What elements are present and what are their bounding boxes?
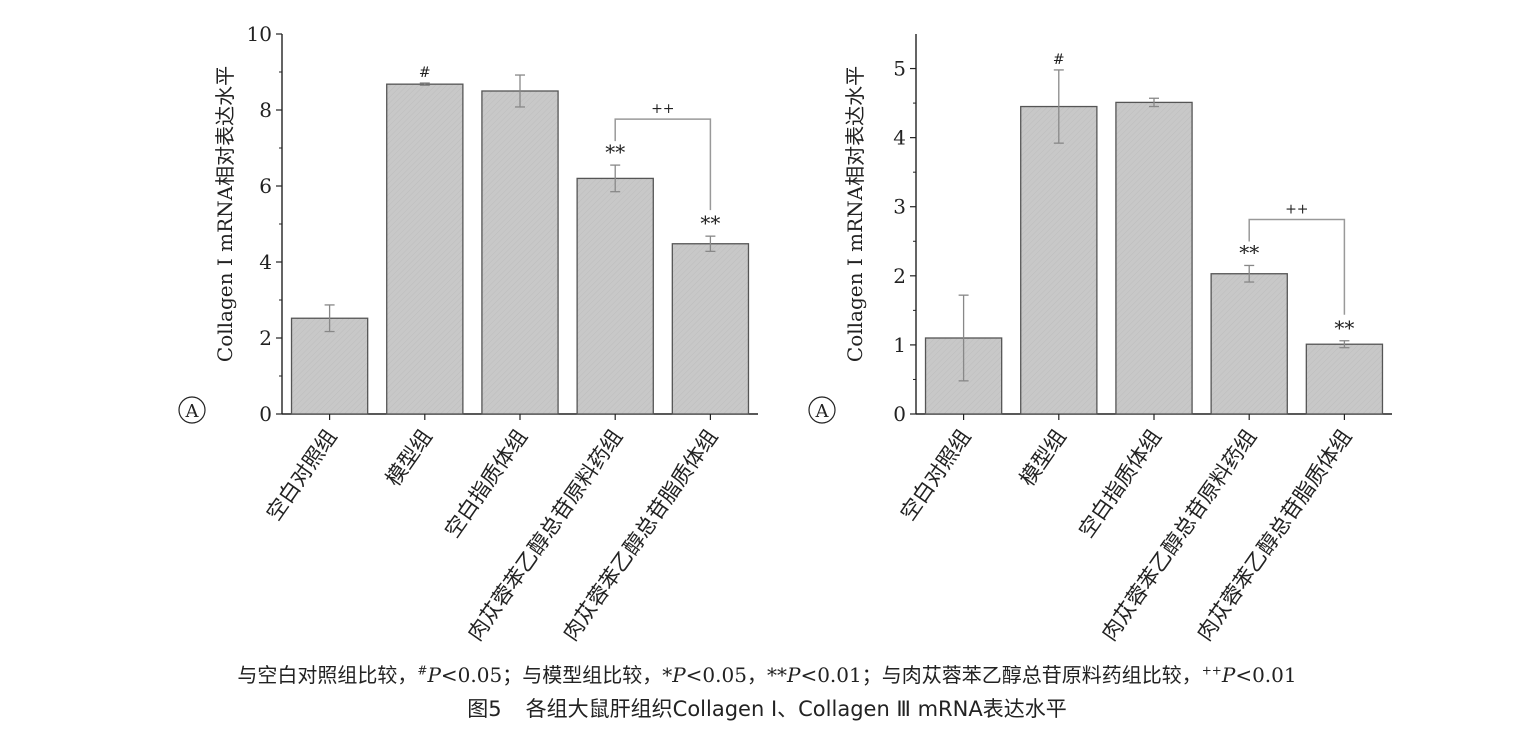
significance-marker: **	[700, 211, 720, 235]
chart-panel-right: 0 1 2 3 4 5 Collagen I mRNA相对表达水平 A 空白对照组 # 模型组 空白指…	[808, 34, 1392, 645]
note-part: <0.05，**	[685, 663, 787, 687]
y-axis-label: Collagen I mRNA相对表达水平	[843, 66, 867, 362]
x-category-label: 空白指质体组	[440, 425, 532, 542]
significance-marker: #	[419, 65, 431, 81]
y-tick-label: 4	[259, 250, 272, 274]
note-plus: ++	[1201, 663, 1222, 678]
bar	[386, 83, 464, 415]
figure-number: 图5	[467, 697, 502, 721]
note-p: P	[786, 663, 801, 687]
significance-marker: **	[1334, 316, 1354, 340]
bar	[1115, 101, 1193, 415]
x-category-label: 空白指质体组	[1074, 425, 1166, 542]
y-tick-label: 0	[893, 402, 906, 426]
note-part: <0.01	[1235, 663, 1297, 687]
panel-label: A	[185, 401, 200, 422]
x-category-label: 模型组	[381, 425, 437, 490]
panel-label-circle	[808, 396, 836, 424]
x-category-label: 肉苁蓉苯乙醇总苷脂质体组	[558, 425, 722, 645]
chart-panel-left: 0 2 4 6 8 10 Collagen I mRNA相对表达水平 A 空白对照组 # 模型组 空白…	[178, 22, 758, 645]
significance-note: 与空白对照组比较，#P<0.05；与模型组比较，*P<0.05，**P<0.01…	[0, 659, 1534, 688]
bar	[576, 177, 654, 415]
bar	[1210, 273, 1288, 415]
bar	[1020, 105, 1098, 415]
note-p: P	[1221, 663, 1236, 687]
figure-title: 各组大鼠肝组织Collagen Ⅰ、Collagen Ⅲ mRNA表达水平	[525, 697, 1067, 721]
bar	[1305, 343, 1384, 415]
y-tick-label: 10	[247, 22, 272, 46]
x-category-label: 空白对照组	[262, 425, 342, 525]
panel-label: A	[815, 401, 830, 422]
x-category-label: 肉苁蓉苯乙醇总苷原料药组	[1097, 425, 1261, 645]
significance-marker: #	[1053, 52, 1065, 68]
y-tick-label: 6	[259, 174, 272, 198]
y-tick-label: 0	[259, 402, 272, 426]
y-tick-label: 4	[893, 126, 906, 150]
y-tick-label: 1	[893, 333, 906, 357]
note-p: P	[427, 663, 441, 687]
figure-caption: 图5 各组大鼠肝组织Collagen Ⅰ、Collagen Ⅲ mRNA表达水平	[0, 693, 1534, 723]
significance-marker: **	[1239, 240, 1259, 264]
y-tick-label: 2	[893, 264, 906, 288]
x-category-label: 模型组	[1015, 425, 1071, 490]
y-axis-label: Collagen I mRNA相对表达水平	[213, 66, 237, 362]
y-tick-label: 2	[259, 326, 272, 350]
bracket-label: ++	[1285, 201, 1308, 217]
y-tick-label: 5	[893, 57, 906, 81]
y-tick-label: 3	[893, 195, 906, 219]
x-category-label: 空白对照组	[896, 425, 976, 525]
note-part: <0.05；与模型组比较，*	[440, 663, 673, 687]
note-part: 与空白对照组比较，	[237, 663, 418, 687]
bar	[671, 243, 750, 415]
comparison-bracket	[1248, 218, 1346, 315]
x-category-label: 肉苁蓉苯乙醇总苷脂质体组	[1192, 425, 1356, 645]
y-tick-label: 8	[259, 98, 272, 122]
comparison-bracket	[614, 118, 712, 211]
note-p: P	[672, 663, 686, 687]
note-part: <0.01；与肉苁蓉苯乙醇总苷原料药组比较，	[800, 663, 1202, 687]
significance-marker: **	[605, 140, 625, 164]
bracket-label: ++	[651, 101, 674, 117]
bar	[290, 317, 369, 415]
x-category-label: 肉苁蓉苯乙醇总苷原料药组	[463, 425, 627, 645]
panel-label-circle	[178, 396, 206, 424]
note-hash: #	[417, 663, 428, 678]
bar	[481, 90, 559, 415]
